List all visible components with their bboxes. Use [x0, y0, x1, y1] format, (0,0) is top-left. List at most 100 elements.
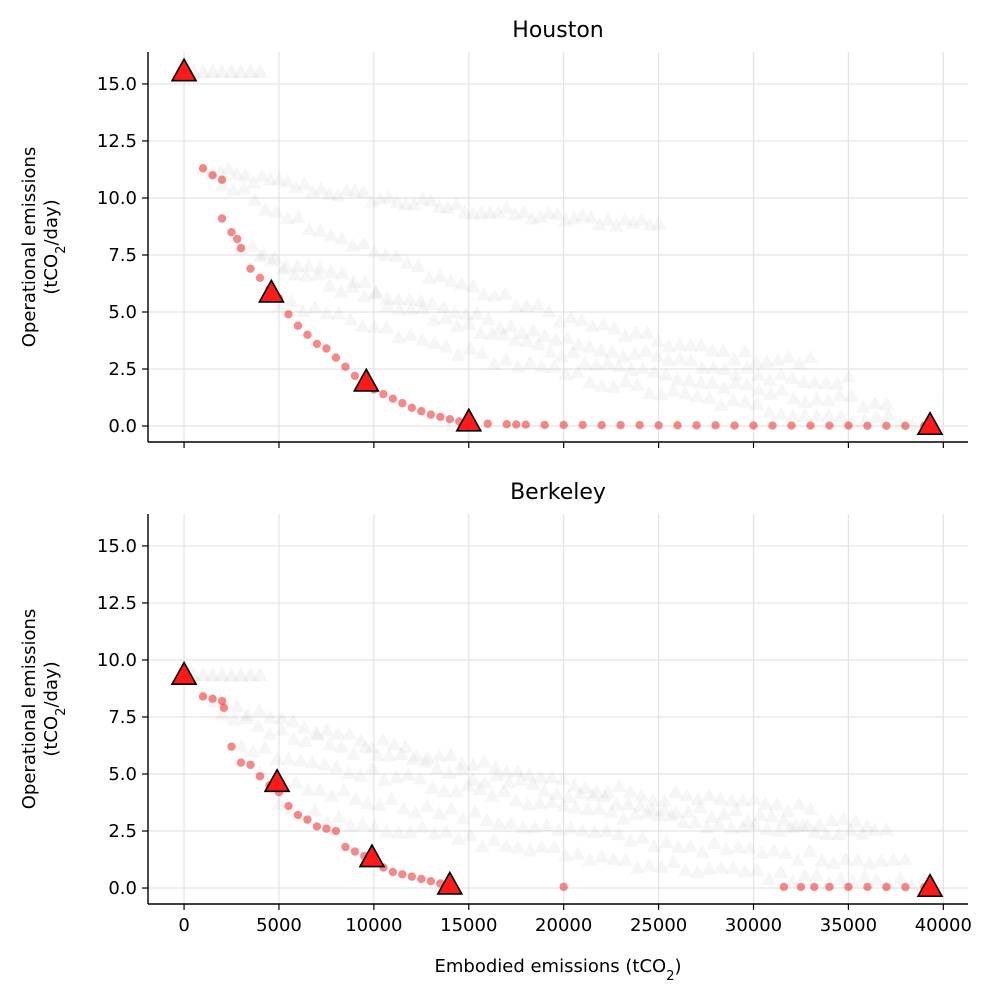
- dominated-point: [814, 853, 830, 867]
- dominated-point: [388, 248, 404, 262]
- pareto-point: [483, 419, 492, 428]
- dominated-point: [773, 366, 789, 381]
- dominated-point: [476, 286, 492, 301]
- dominated-point: [634, 830, 650, 844]
- dominated-point: [223, 667, 240, 682]
- pareto-point: [426, 410, 436, 419]
- dominated-point: [681, 373, 697, 387]
- pareto-point: [825, 421, 834, 430]
- dominated-point: [818, 375, 834, 390]
- dominated-point: [521, 767, 537, 782]
- dominated-point: [400, 767, 416, 781]
- dominated-point: [386, 736, 402, 751]
- pareto-point: [787, 421, 796, 430]
- dominated-point: [651, 216, 667, 230]
- dominated-point: [783, 819, 799, 833]
- dominated-point: [356, 289, 372, 303]
- dominated-point: [379, 823, 395, 838]
- dominated-point: [414, 332, 430, 347]
- dominated-point: [532, 209, 548, 223]
- dominated-point: [453, 762, 469, 776]
- dominated-point: [269, 204, 285, 218]
- dominated-point: [331, 809, 347, 824]
- dominated-point: [254, 168, 270, 182]
- dominated-point: [558, 366, 574, 381]
- dominated-point: [532, 795, 548, 810]
- dominated-point: [457, 205, 473, 219]
- dominated-point: [477, 774, 493, 789]
- dominated-point: [627, 346, 643, 360]
- dominated-point: [831, 826, 847, 841]
- y-axis-label-units: (tCO2/day): [41, 661, 69, 756]
- pareto-point: [217, 175, 227, 184]
- dominated-point: [271, 171, 287, 186]
- dominated-point: [862, 855, 878, 870]
- dominated-point: [233, 667, 250, 682]
- dominated-point: [869, 409, 885, 424]
- dominated-point: [438, 824, 454, 838]
- dominated-point: [785, 873, 801, 888]
- dominated-point: [638, 343, 654, 357]
- selected-design-marker: [263, 768, 291, 793]
- dominated-point: [570, 336, 586, 351]
- dominated-point: [592, 801, 608, 815]
- dominated-point: [548, 332, 564, 346]
- dominated-point: [491, 816, 507, 830]
- dominated-point: [617, 328, 633, 342]
- dominated-point: [465, 206, 481, 220]
- dominated-point: [781, 349, 797, 363]
- pareto-point: [388, 867, 398, 877]
- selected-design-marker: [916, 872, 944, 898]
- dominated-point: [749, 396, 765, 410]
- dominated-point: [474, 838, 490, 853]
- selected-design-marker: [258, 278, 285, 303]
- dominated-point: [319, 814, 335, 828]
- dominated-point: [735, 819, 751, 834]
- dominated-point: [455, 810, 471, 825]
- dominated-point: [223, 63, 240, 78]
- dominated-point: [754, 845, 770, 859]
- pareto-point: [331, 353, 341, 362]
- dominated-point: [343, 818, 359, 832]
- dominated-point: [486, 832, 502, 847]
- dominated-point: [706, 835, 722, 849]
- dominated-point: [717, 361, 733, 376]
- dominated-solutions: [176, 63, 932, 432]
- pareto-point: [398, 870, 407, 879]
- dominated-point: [364, 760, 380, 775]
- dominated-point: [563, 309, 579, 324]
- dominated-point: [809, 391, 825, 406]
- dominated-point: [558, 847, 574, 862]
- dominated-point: [549, 206, 565, 220]
- y-tick-label: 7.5: [108, 245, 137, 266]
- pareto-point: [255, 772, 265, 781]
- dominated-point: [585, 787, 601, 802]
- dominated-point: [214, 667, 231, 682]
- dominated-point: [762, 372, 778, 387]
- dominated-point: [440, 200, 456, 214]
- pareto-point: [322, 824, 331, 833]
- dominated-point: [539, 817, 555, 832]
- dominated-point: [604, 344, 620, 358]
- dominated-point: [510, 763, 526, 778]
- dominated-point: [436, 783, 452, 798]
- dominated-point: [618, 852, 634, 867]
- dominated-point: [737, 394, 753, 408]
- selected-design-marker: [455, 407, 483, 432]
- pareto-point: [521, 420, 530, 429]
- dominated-point: [307, 802, 323, 817]
- dominated-point: [301, 221, 317, 236]
- y-axis-label: Operational emissions: [19, 609, 40, 810]
- pareto-point: [445, 414, 455, 424]
- x-tick-label: 35000: [820, 915, 877, 936]
- dominated-point: [476, 753, 492, 768]
- dominated-point: [774, 382, 790, 396]
- dominated-point: [233, 63, 250, 78]
- dominated-point: [390, 329, 406, 344]
- pareto-point: [417, 874, 426, 884]
- dominated-point: [737, 343, 753, 358]
- y-tick-label: 12.5: [97, 131, 137, 152]
- dominated-point: [226, 711, 242, 726]
- dominated-point: [379, 320, 395, 334]
- dominated-point: [620, 796, 636, 810]
